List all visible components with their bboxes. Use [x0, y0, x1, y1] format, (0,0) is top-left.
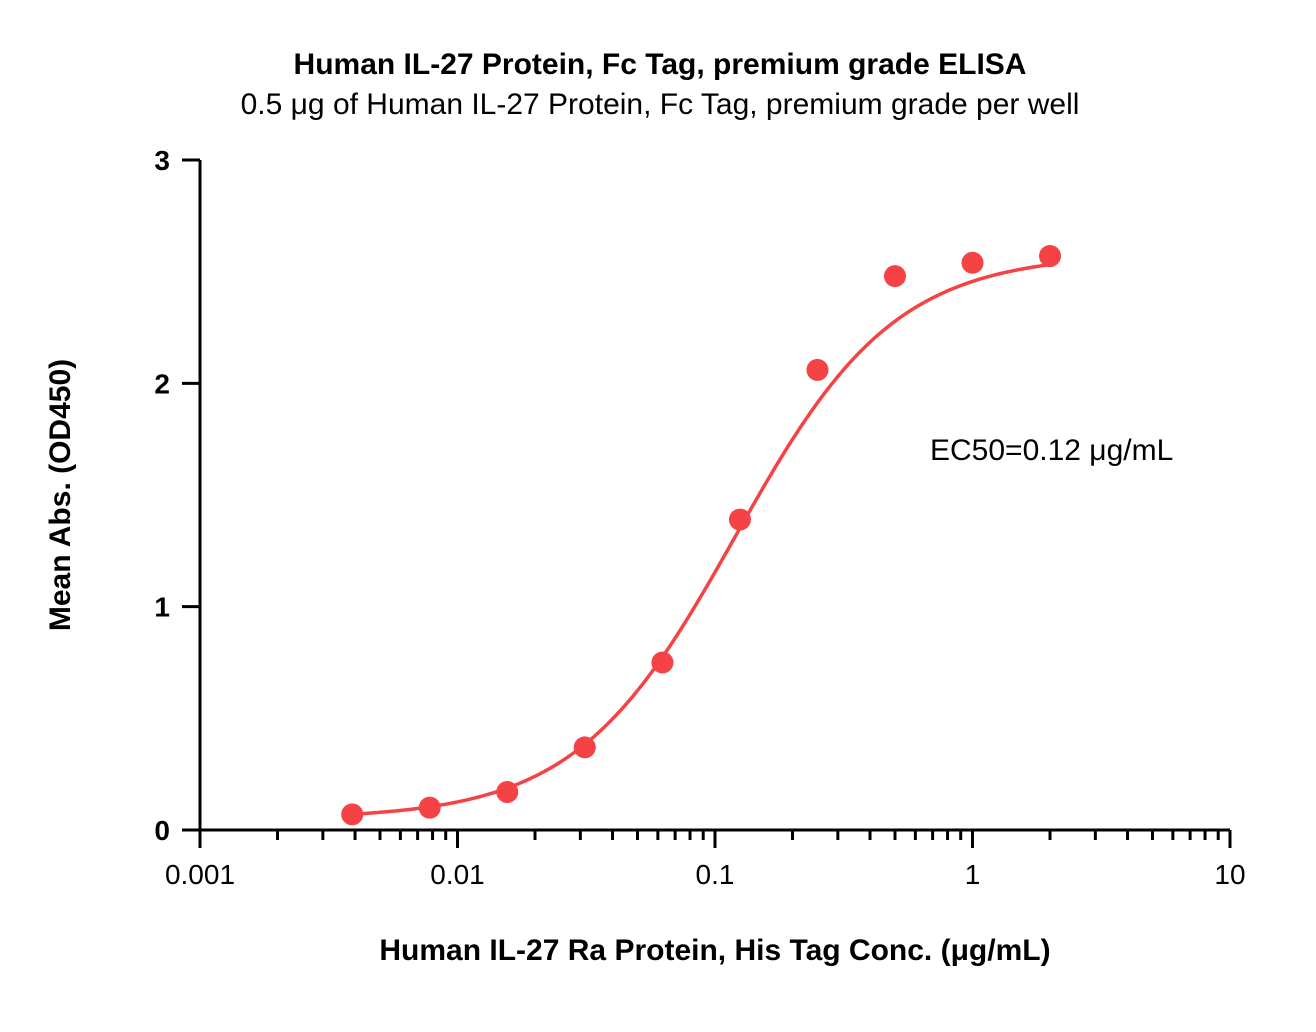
- x-tick-label: 0.001: [165, 859, 235, 890]
- data-marker: [729, 509, 751, 531]
- elisa-chart: 0.001 0.01 0.1 1 10 0 1 2 3 Human IL-27 Protein, …: [0, 0, 1316, 1032]
- data-marker: [1039, 245, 1061, 267]
- data-marker: [806, 359, 828, 381]
- x-tick-label: 0.01: [430, 859, 485, 890]
- chart-title: Human IL-27 Protein, Fc Tag, premium gra…: [294, 48, 1027, 81]
- chart-subtitle: 0.5 μg of Human IL-27 Protein, Fc Tag, p…: [241, 88, 1080, 121]
- data-marker: [651, 652, 673, 674]
- x-tick-label: 0.1: [696, 859, 735, 890]
- x-tick-label: 10: [1214, 859, 1245, 890]
- data-marker: [341, 803, 363, 825]
- y-axis-label: Mean Abs. (OD450): [44, 359, 77, 631]
- data-marker: [884, 265, 906, 287]
- data-marker: [496, 781, 518, 803]
- x-tick-label: 1: [965, 859, 981, 890]
- y-tick-label: 1: [154, 592, 170, 623]
- y-tick-label: 0: [154, 815, 170, 846]
- data-marker: [419, 797, 441, 819]
- x-axis-label: Human IL-27 Ra Protein, His Tag Conc. (μ…: [379, 934, 1050, 967]
- ec50-annotation: EC50=0.12 μg/mL: [930, 434, 1173, 467]
- data-marker: [962, 252, 984, 274]
- y-tick-label: 3: [154, 145, 170, 176]
- y-tick-label: 2: [154, 368, 170, 399]
- fitted-curve: [352, 265, 1050, 815]
- data-marker: [574, 736, 596, 758]
- chart-container: 0.001 0.01 0.1 1 10 0 1 2 3 Human IL-27 Protein, …: [0, 0, 1316, 1032]
